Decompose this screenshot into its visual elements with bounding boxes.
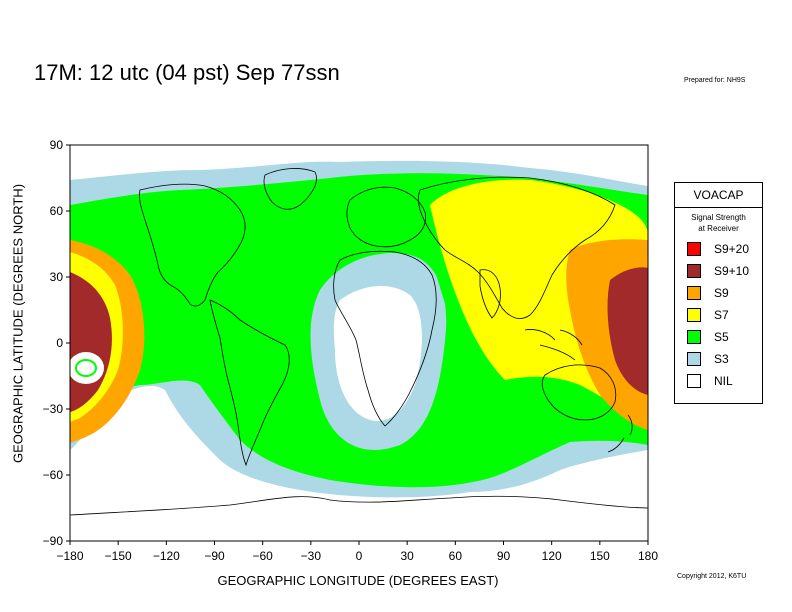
y-tick-label: 30 — [50, 270, 64, 284]
x-tick-label: 60 — [449, 549, 463, 563]
legend-label: S9+20 — [714, 242, 750, 256]
legend-swatch — [687, 286, 701, 300]
x-tick-label: −150 — [105, 549, 132, 563]
coast-north-america — [139, 183, 246, 307]
copyright-label: Copyright 2012, K6TU — [677, 573, 747, 580]
zone-nil-africa — [333, 285, 422, 421]
legend-item-s3: S3 — [675, 348, 762, 370]
x-tick-label: 0 — [356, 549, 363, 563]
legend-item-s9p10: S9+10 — [675, 260, 762, 282]
x-tick-label: −30 — [301, 549, 322, 563]
coast-antarctica — [70, 495, 648, 516]
coast-europe — [346, 186, 427, 248]
x-axis-label: GEOGRAPHIC LONGITUDE (DEGREES EAST) — [217, 573, 499, 588]
y-tick-label: −60 — [43, 468, 64, 482]
legend-label: S7 — [714, 308, 729, 322]
legend-label: NIL — [714, 374, 733, 388]
legend-swatch — [687, 352, 701, 366]
map-plot-area — [70, 145, 648, 541]
x-tick-label: 150 — [590, 549, 610, 563]
legend-item-nil: NIL — [675, 370, 762, 392]
coast-australia — [541, 364, 617, 421]
x-tick-label: 180 — [638, 549, 658, 563]
legend-item-s7: S7 — [675, 304, 762, 326]
coast-greenland — [263, 168, 317, 210]
x-tick-label: −90 — [204, 549, 225, 563]
legend-label: S5 — [714, 330, 729, 344]
coast-sea-islands — [524, 329, 583, 361]
prepared-for-label: Prepared for: NH9S — [684, 77, 746, 84]
legend-swatch — [687, 242, 701, 256]
legend-item-s9: S9 — [675, 282, 762, 304]
zone-s9p10-right — [607, 267, 648, 395]
legend-swatch — [687, 374, 701, 388]
x-tick-label: 120 — [542, 549, 562, 563]
coastlines — [70, 168, 648, 516]
x-tick-label: 90 — [497, 549, 511, 563]
y-tick-label: 90 — [50, 138, 64, 152]
legend-subtitle: Signal Strength at Receiver — [675, 212, 762, 234]
y-tick-label: 60 — [50, 204, 64, 218]
y-tick-label: −90 — [43, 534, 64, 548]
legend-title: VOACAP — [675, 183, 762, 208]
legend-swatch — [687, 330, 701, 344]
x-tick-label: −120 — [153, 549, 180, 563]
coast-new-zealand — [607, 414, 633, 453]
coast-india — [479, 269, 501, 319]
legend-item-s5: S5 — [675, 326, 762, 348]
x-tick-label: −180 — [56, 549, 83, 563]
axis-ticks — [66, 144, 649, 545]
coast-south-america — [209, 299, 290, 467]
legend-swatch — [687, 264, 701, 278]
coast-africa — [333, 250, 437, 427]
axis-tick-labels: −180 −150 −120 −90 −60 −30 0 30 60 90 120 150 180 90 6… — [43, 138, 659, 563]
x-tick-label: −60 — [252, 549, 273, 563]
legend-subtitle-line1: Signal Strength — [691, 213, 746, 222]
page-title: 17M: 12 utc (04 pst) Sep 77ssn — [34, 60, 340, 85]
legend-subtitle-line2: at Receiver — [698, 224, 739, 233]
y-tick-label: 0 — [56, 336, 63, 350]
legend-swatch — [687, 308, 701, 322]
legend-item-s9p20: S9+20 — [675, 238, 762, 260]
legend-label: S9+10 — [714, 264, 750, 278]
y-tick-label: −30 — [43, 402, 64, 416]
legend-items: S9+20 S9+10 S9 S7 S5 S3 NIL — [675, 238, 762, 392]
zone-s5-left-inner — [75, 359, 97, 377]
coast-asia — [418, 176, 616, 319]
legend: VOACAP Signal Strength at Receiver S9+20… — [674, 182, 763, 404]
legend-label: S3 — [714, 352, 729, 366]
y-axis-label: GEOGRAPHIC LATITUDE (DEGREES NORTH) — [10, 183, 26, 464]
x-tick-label: 30 — [400, 549, 414, 563]
legend-label: S9 — [714, 286, 729, 300]
